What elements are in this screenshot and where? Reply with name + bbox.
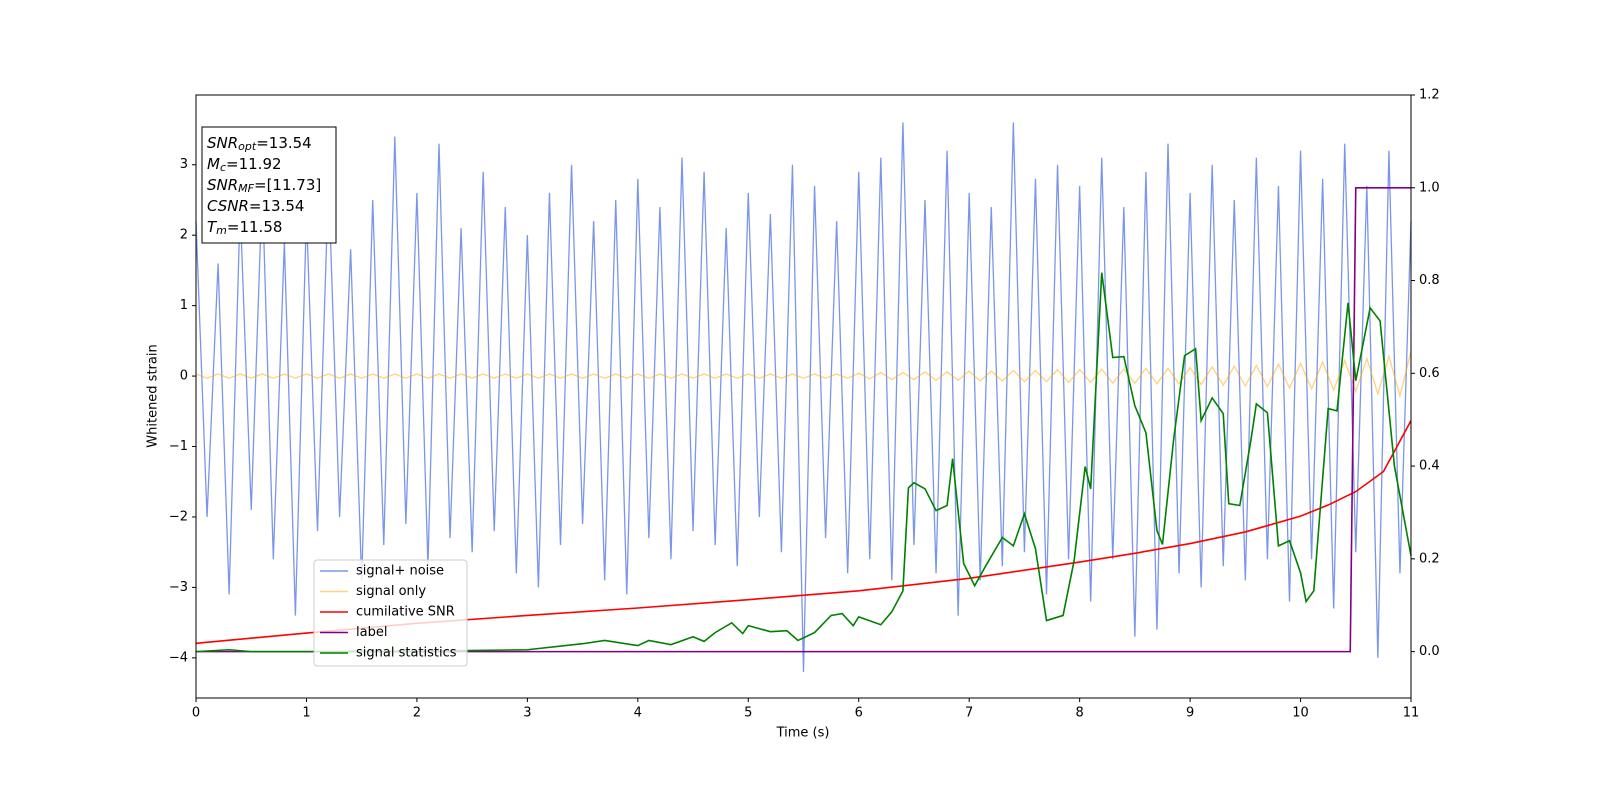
- legend-label: signal+ noise: [356, 564, 444, 579]
- annotation-line: Tm=11.58: [207, 218, 282, 238]
- plot-area: [195, 122, 1412, 672]
- annotation-value: =[11.73]: [254, 176, 321, 194]
- annotation-subscript: opt: [238, 140, 257, 153]
- x-tick-label: 6: [855, 706, 863, 721]
- y2-tick-label: 0.4: [1419, 459, 1440, 474]
- series-line: [195, 272, 1412, 653]
- x-tick-label: 5: [744, 706, 752, 721]
- annotation-line: SNRopt=13.54: [207, 134, 312, 154]
- y-tick-label: 2: [180, 228, 188, 243]
- x-tick-label: 1: [302, 706, 310, 721]
- x-axis-label: Time (s): [776, 726, 830, 741]
- y2-tick-label: 0.6: [1419, 366, 1440, 381]
- x-tick-label: 9: [1186, 706, 1194, 721]
- y2-tick-label: 1.0: [1419, 180, 1440, 195]
- annotation-value: =13.54: [249, 197, 305, 215]
- y-tick-label: −4: [169, 650, 188, 665]
- x-tick-label: 0: [192, 706, 200, 721]
- series-line: [195, 122, 1412, 672]
- y-tick-label: −2: [169, 509, 188, 524]
- y2-tick-label: 0.0: [1419, 644, 1440, 659]
- annotation-line: CSNR=13.54: [207, 197, 304, 215]
- y2-tick-label: 1.2: [1419, 88, 1440, 103]
- legend-label: signal statistics: [356, 646, 457, 661]
- annotation-symbol: SNR: [207, 176, 238, 194]
- y-tick-label: 3: [180, 157, 188, 172]
- x-tick-label: 10: [1292, 706, 1309, 721]
- annotation-value: =13.54: [256, 134, 312, 152]
- x-tick-label: 7: [965, 706, 973, 721]
- axes-frame: [195, 94, 1412, 699]
- annotation-box: [201, 126, 337, 244]
- legend-box: [313, 559, 468, 667]
- annotation-symbol: T: [207, 218, 218, 236]
- annotation-symbol: M: [207, 155, 220, 173]
- annotation-symbol: SNR: [207, 134, 238, 152]
- y-tick-label: −3: [169, 580, 188, 595]
- annotation-symbol: CSNR: [207, 197, 249, 215]
- series-line: [195, 351, 1412, 399]
- legend-label: label: [356, 625, 387, 640]
- series-line: [195, 420, 1412, 645]
- x-tick-label: 11: [1403, 706, 1420, 721]
- y-tick-label: −1: [169, 439, 188, 454]
- x-tick-label: 8: [1075, 706, 1083, 721]
- annotation-line: Mc=11.92: [207, 155, 282, 175]
- annotation-subscript: c: [220, 161, 226, 174]
- y-axis-label: Whitened strain: [146, 344, 161, 447]
- x-tick-label: 2: [413, 706, 421, 721]
- y-tick-label: 1: [180, 298, 188, 313]
- annotation-value: =11.58: [227, 218, 283, 236]
- y2-tick-label: 0.8: [1419, 273, 1440, 288]
- x-tick-label: 3: [523, 706, 531, 721]
- legend-label: signal only: [356, 584, 426, 599]
- legend-label: cumilative SNR: [356, 605, 455, 620]
- annotation-subscript: m: [216, 224, 227, 237]
- x-tick-label: 4: [634, 706, 642, 721]
- y-tick-label: 0: [180, 369, 188, 384]
- annotation-line: SNRMF=[11.73]: [207, 176, 321, 196]
- y2-tick-label: 0.2: [1419, 551, 1440, 566]
- series-line: [196, 186, 1411, 653]
- annotation-value: =11.92: [226, 155, 282, 173]
- annotation-subscript: MF: [238, 182, 254, 195]
